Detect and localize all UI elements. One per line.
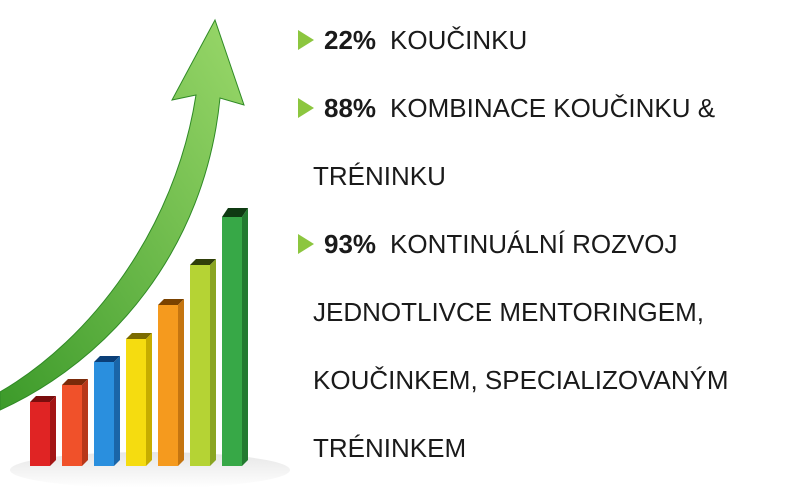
percent: 88% — [324, 93, 377, 123]
bar — [62, 379, 88, 466]
bar — [158, 299, 184, 466]
bullet-marker — [298, 98, 314, 118]
bullet-item: 22% KOUČINKU — [298, 6, 783, 74]
percent: 22% — [324, 25, 377, 55]
percent: 93% — [324, 229, 377, 259]
bullet-marker — [298, 234, 314, 254]
bullet-text: KOUČINKU — [390, 25, 528, 55]
bar — [190, 259, 216, 466]
bullet-text: KONTINUÁLNÍ ROZVOJ JEDNOTLIVCE MENTORING… — [313, 229, 729, 463]
bars — [30, 208, 248, 466]
bullet-item: 93% KONTINUÁLNÍ ROZVOJ JEDNOTLIVCE MENTOR… — [298, 210, 783, 482]
bullet-marker — [298, 30, 314, 50]
bar — [94, 356, 120, 466]
bar — [222, 208, 248, 466]
bar — [126, 333, 152, 466]
bullet-item: 88% KOMBINACE KOUČINKU & TRÉNINKU — [298, 74, 783, 210]
bullet-text: KOMBINACE KOUČINKU & TRÉNINKU — [313, 93, 716, 191]
growth-graphic — [0, 18, 290, 488]
bar — [30, 396, 56, 466]
bullet-list: 22% KOUČINKU 88% KOMBINACE KOUČINKU & TRÉNI… — [298, 6, 783, 482]
arrow — [0, 18, 245, 411]
